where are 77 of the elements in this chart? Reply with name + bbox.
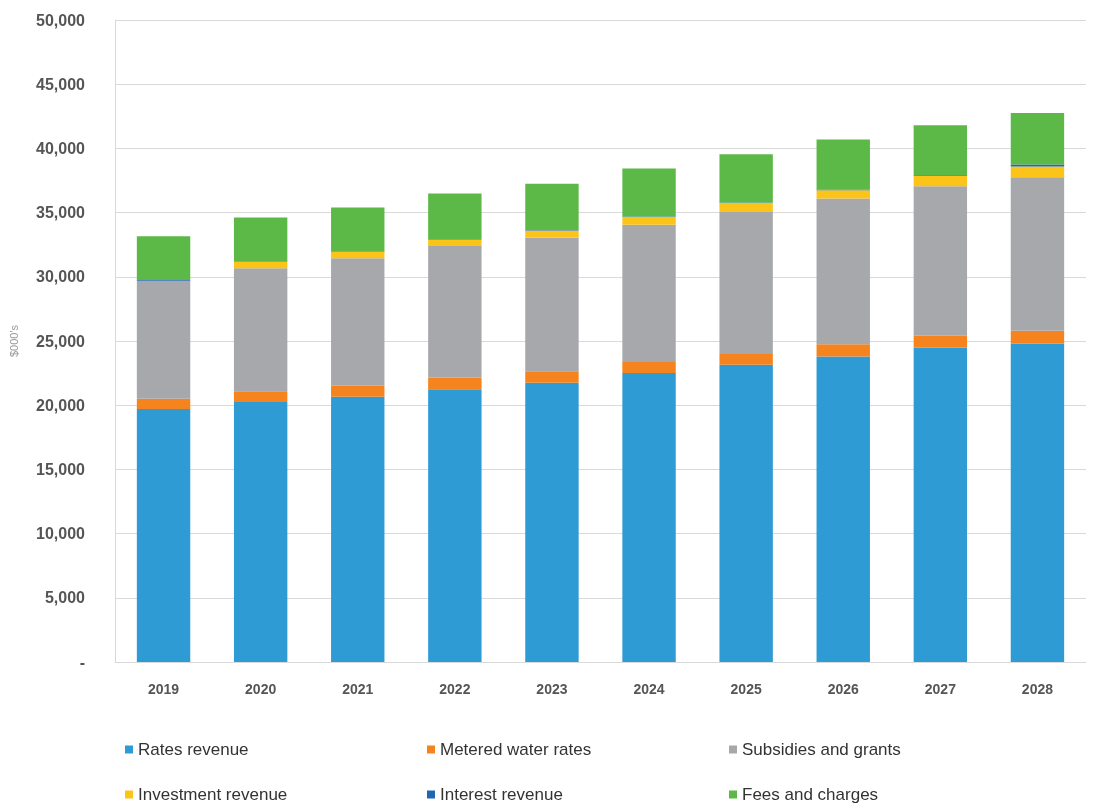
bar xyxy=(136,398,191,410)
y-tick-label: 35,000 xyxy=(36,204,86,222)
y-tick-label: - xyxy=(79,653,85,671)
x-tick-label: 2025 xyxy=(730,681,762,697)
bar xyxy=(331,252,385,259)
bar xyxy=(622,168,676,217)
bar xyxy=(816,139,870,190)
x-tick-label: 2024 xyxy=(633,681,665,697)
y-tick-label: 25,000 xyxy=(36,332,86,350)
bar xyxy=(525,371,579,383)
bar xyxy=(331,258,385,386)
bar xyxy=(136,236,191,281)
legend-label: Investment revenue xyxy=(138,785,288,804)
bar xyxy=(233,268,288,392)
bar xyxy=(525,382,579,662)
bar xyxy=(428,193,482,239)
legend-label: Rates revenue xyxy=(138,740,249,759)
y-tick-label: 10,000 xyxy=(36,525,86,543)
x-tick-label: 2023 xyxy=(536,681,568,697)
bar xyxy=(719,354,773,365)
bar xyxy=(233,391,288,402)
legend-label: Metered water rates xyxy=(440,740,592,759)
bar xyxy=(331,207,385,252)
bar xyxy=(136,280,191,399)
bar xyxy=(233,401,288,662)
bar xyxy=(525,230,579,238)
legend-label: Interest revenue xyxy=(440,785,563,804)
bar xyxy=(1010,177,1065,331)
x-tick-label: 2026 xyxy=(827,681,860,697)
bar xyxy=(622,224,676,362)
bar xyxy=(913,125,968,176)
bar xyxy=(233,261,288,269)
x-tick-label: 2027 xyxy=(924,681,957,697)
y-tick-label: 40,000 xyxy=(36,139,86,157)
x-tick-label: 2021 xyxy=(342,681,374,697)
bar xyxy=(913,335,968,348)
y-tick-label: 5,000 xyxy=(44,589,86,607)
bar xyxy=(816,344,870,357)
bar xyxy=(1010,113,1065,165)
bar xyxy=(622,217,676,225)
bar xyxy=(719,154,773,203)
bar xyxy=(1010,330,1065,344)
y-axis-title: $000's xyxy=(7,324,20,358)
bar xyxy=(136,409,191,662)
bar xyxy=(1010,166,1065,178)
legend-label: Subsidies and grants xyxy=(742,740,901,759)
bar xyxy=(816,356,870,662)
bar xyxy=(816,190,870,199)
bar xyxy=(622,361,676,374)
y-tick-label: 30,000 xyxy=(36,268,86,286)
y-tick-label: 50,000 xyxy=(36,11,86,29)
bar xyxy=(719,212,773,355)
bar xyxy=(719,364,773,662)
bar xyxy=(428,377,482,390)
bar xyxy=(816,198,870,345)
bar xyxy=(913,186,968,336)
bar xyxy=(331,396,385,662)
bar xyxy=(913,176,968,187)
legend-label: Fees and charges xyxy=(742,785,879,804)
x-tick-label: 2019 xyxy=(147,681,180,697)
x-tick-label: 2028 xyxy=(1021,681,1054,697)
x-tick-label: 2022 xyxy=(439,681,471,697)
bar xyxy=(525,237,579,372)
bar xyxy=(428,239,482,246)
bar xyxy=(428,245,482,378)
bar xyxy=(331,385,385,397)
bar xyxy=(428,389,482,662)
bar xyxy=(913,347,968,662)
y-tick-label: 20,000 xyxy=(36,396,86,414)
bar xyxy=(719,203,773,213)
x-tick-label: 2020 xyxy=(245,681,277,697)
y-tick-label: 45,000 xyxy=(36,75,86,93)
bar xyxy=(233,217,288,262)
bar xyxy=(1010,343,1065,662)
bar xyxy=(622,373,676,662)
bar xyxy=(525,183,579,230)
y-tick-label: 15,000 xyxy=(36,460,86,478)
